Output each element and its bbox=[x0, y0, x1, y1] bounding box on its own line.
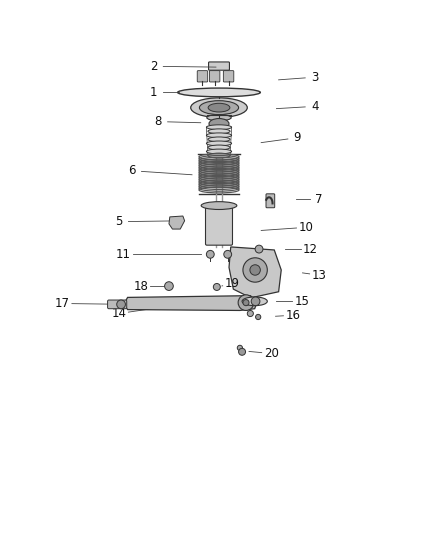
Circle shape bbox=[165, 282, 173, 290]
FancyBboxPatch shape bbox=[223, 71, 234, 82]
Ellipse shape bbox=[191, 98, 247, 117]
Ellipse shape bbox=[208, 145, 230, 150]
Text: 19: 19 bbox=[225, 277, 240, 290]
Ellipse shape bbox=[206, 149, 232, 154]
Text: 18: 18 bbox=[133, 280, 148, 293]
FancyBboxPatch shape bbox=[205, 206, 233, 245]
Text: 9: 9 bbox=[293, 131, 301, 144]
Ellipse shape bbox=[178, 88, 260, 97]
Ellipse shape bbox=[208, 129, 230, 134]
Text: 13: 13 bbox=[312, 269, 327, 282]
Circle shape bbox=[243, 300, 249, 305]
FancyBboxPatch shape bbox=[208, 62, 230, 70]
Text: 4: 4 bbox=[311, 100, 318, 113]
Text: 16: 16 bbox=[286, 309, 300, 322]
Text: 14: 14 bbox=[111, 307, 127, 320]
Polygon shape bbox=[229, 247, 281, 298]
Circle shape bbox=[237, 345, 243, 351]
FancyBboxPatch shape bbox=[108, 300, 127, 309]
Ellipse shape bbox=[206, 125, 232, 130]
Text: 10: 10 bbox=[299, 221, 314, 234]
Ellipse shape bbox=[199, 101, 239, 115]
Text: 12: 12 bbox=[303, 243, 318, 256]
Text: 3: 3 bbox=[311, 71, 318, 84]
Text: 20: 20 bbox=[264, 347, 279, 360]
Text: 5: 5 bbox=[115, 215, 123, 228]
FancyBboxPatch shape bbox=[209, 71, 220, 82]
Ellipse shape bbox=[242, 297, 267, 305]
Circle shape bbox=[243, 258, 267, 282]
Text: 11: 11 bbox=[116, 248, 131, 261]
Polygon shape bbox=[124, 296, 257, 310]
Circle shape bbox=[224, 251, 232, 258]
Ellipse shape bbox=[208, 103, 230, 112]
Text: 8: 8 bbox=[154, 115, 162, 128]
Ellipse shape bbox=[206, 141, 232, 146]
Ellipse shape bbox=[209, 118, 229, 129]
Ellipse shape bbox=[208, 153, 230, 158]
Circle shape bbox=[206, 251, 214, 258]
Circle shape bbox=[255, 245, 263, 253]
Text: 7: 7 bbox=[315, 192, 323, 206]
Polygon shape bbox=[169, 216, 185, 229]
Text: 17: 17 bbox=[55, 297, 70, 310]
Ellipse shape bbox=[207, 115, 231, 120]
Ellipse shape bbox=[208, 137, 230, 142]
Circle shape bbox=[250, 265, 260, 275]
Circle shape bbox=[117, 300, 125, 309]
FancyBboxPatch shape bbox=[266, 194, 275, 208]
Text: 6: 6 bbox=[128, 164, 136, 177]
Ellipse shape bbox=[206, 133, 232, 138]
Circle shape bbox=[238, 295, 254, 310]
Circle shape bbox=[239, 349, 246, 356]
FancyBboxPatch shape bbox=[197, 71, 208, 82]
Text: 2: 2 bbox=[150, 60, 158, 73]
Text: 15: 15 bbox=[294, 295, 309, 308]
Circle shape bbox=[247, 310, 253, 317]
Text: 1: 1 bbox=[150, 86, 158, 99]
Circle shape bbox=[213, 284, 220, 290]
Circle shape bbox=[255, 314, 261, 320]
Circle shape bbox=[251, 297, 260, 305]
Ellipse shape bbox=[201, 201, 237, 209]
